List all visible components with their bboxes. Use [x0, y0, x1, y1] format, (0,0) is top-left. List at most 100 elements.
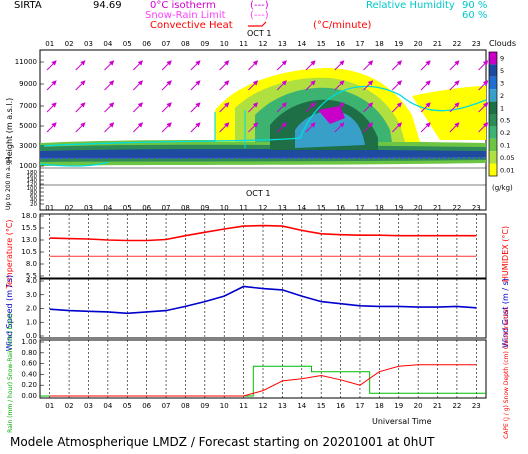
y-tick-label: 0.0 — [26, 332, 37, 340]
cloud-y-tick-label: 1000 — [19, 162, 37, 170]
wind-arrow — [248, 122, 259, 133]
colorbar-tick-label: 3 — [500, 79, 504, 87]
hour-tick-label: 06 — [142, 402, 151, 410]
isotherm-symbol: (---) — [250, 0, 269, 11]
hour-tick-label: 14 — [297, 402, 306, 410]
wind-arrow — [420, 102, 431, 113]
wind-arrow — [46, 80, 57, 91]
cloud-y-tick-label: 160 — [27, 174, 38, 180]
hour-tick-label: 23 — [472, 402, 481, 410]
wind-arrow — [305, 102, 316, 113]
hour-tick-label: 20 — [414, 402, 423, 410]
hour-tick-label: 10 — [220, 40, 229, 48]
wind-arrow — [248, 80, 259, 91]
hour-tick-label: 17 — [355, 402, 364, 410]
hour-tick-label: 09 — [200, 40, 209, 48]
wind-arrow — [449, 60, 460, 71]
wind-arrow — [334, 102, 345, 113]
y-tick-label: 1.0 — [26, 318, 37, 326]
series-line — [49, 364, 477, 397]
cloud-y-tick-label: 80 — [30, 190, 37, 196]
y-tick-label: 8.0 — [26, 260, 37, 268]
wind-arrow — [276, 60, 287, 71]
wind-arrow — [478, 60, 489, 71]
hour-tick-label: 07 — [162, 40, 171, 48]
wind-arrow — [219, 80, 230, 91]
wind-arrow — [161, 102, 172, 113]
wind-arrow — [75, 122, 86, 133]
hour-tick-label: 04 — [103, 402, 112, 410]
cloud-y-tick-label: 7000 — [19, 102, 37, 110]
wind-arrow — [219, 60, 230, 71]
cloud-y-tick-label: 20 — [30, 202, 37, 208]
wind-arrow — [219, 102, 230, 113]
wind-y-label: Wind Speed (m / s) — [5, 275, 14, 351]
cloud-y-tick-label: 11000 — [15, 58, 37, 66]
temp-y-label: Temperature (°C) — [5, 219, 14, 289]
cloud-peak — [318, 106, 345, 124]
hour-tick-label: 06 — [142, 40, 151, 48]
wind-arrow — [334, 60, 345, 71]
hour-tick-label: 08 — [181, 204, 190, 212]
cloud-base-dark — [40, 149, 486, 158]
cloud-y-tick-label: 40 — [30, 198, 37, 204]
hour-tick-label: 07 — [162, 204, 171, 212]
y-tick-label: 15.5 — [21, 224, 37, 232]
wind-arrow — [305, 80, 316, 91]
colorbar-swatch — [489, 101, 497, 114]
wind-arrow — [104, 60, 115, 71]
hour-tick-label: 04 — [103, 204, 112, 212]
colorbar-tick-label: 9 — [500, 55, 504, 63]
isotherm-label: 0°C isotherm — [150, 0, 216, 11]
hour-tick-label: 15 — [317, 402, 326, 410]
hour-tick-label: 05 — [123, 40, 132, 48]
wind-arrow — [161, 60, 172, 71]
hour-tick-label: 22 — [452, 402, 461, 410]
hour-tick-label: 15 — [317, 204, 326, 212]
colorbar-tick-label: 5 — [500, 67, 504, 75]
wind-arrow — [391, 102, 402, 113]
colorbar-swatch — [489, 114, 497, 127]
colorbar-tick-label: 0.1 — [500, 141, 510, 149]
wind-arrow — [190, 122, 201, 133]
y-tick-label: 5.5 — [26, 272, 37, 280]
wind-arrow — [104, 122, 115, 133]
wind-arrow — [132, 80, 144, 91]
wind-arrow — [363, 102, 374, 113]
wind-arrow — [46, 102, 57, 113]
convective-unit: (°C/minute) — [313, 20, 372, 31]
rh-60: 60 % — [462, 10, 487, 21]
wind-arrow — [219, 122, 230, 133]
hour-tick-label: 14 — [297, 204, 306, 212]
hour-tick-label: 13 — [278, 402, 287, 410]
rh-60-contour — [39, 161, 109, 167]
hour-tick-label: 06 — [142, 204, 151, 212]
footer-title: Modele Atmospherique LMDZ / Forecast sta… — [10, 435, 435, 449]
rh-90-contour — [39, 85, 487, 147]
cloud-y-ticks: 11000 9000 7000 5000 3000 1000180160140120100… — [15, 58, 486, 208]
series-line — [49, 224, 477, 242]
hour-tick-label: 22 — [452, 204, 461, 212]
cloud-y-label: Height (m a.s.l.) — [5, 98, 14, 163]
wind-arrow — [478, 80, 489, 91]
hour-tick-label: 02 — [65, 402, 74, 410]
wind-arrow — [478, 122, 489, 133]
y-tick-label: 18.0 — [21, 212, 37, 220]
cloud-colorbar: Clouds (g/kg) 9 5 3 2 1 0.5 0.2 0.1 0.05 0.01 — [488, 39, 516, 192]
wind-arrow — [276, 80, 287, 91]
wind-arrow — [420, 60, 431, 71]
hour-tick-label: 03 — [84, 402, 93, 410]
hour-tick-label: 17 — [355, 40, 364, 48]
cloud-panel: 1100090007000500030001000180160140120100… — [15, 49, 489, 211]
humidex-y-label: HUMIDEX (°C) — [501, 226, 510, 282]
wind-arrow — [276, 102, 287, 113]
wind-arrow — [363, 80, 374, 91]
wind-arrow — [391, 122, 402, 133]
series-line — [49, 285, 477, 315]
wind-arrow — [46, 60, 57, 71]
hour-tick-label: 01 — [45, 402, 54, 410]
wind-arrow — [161, 80, 172, 91]
wind-arrow — [449, 80, 460, 91]
wind-arrow — [248, 60, 259, 71]
